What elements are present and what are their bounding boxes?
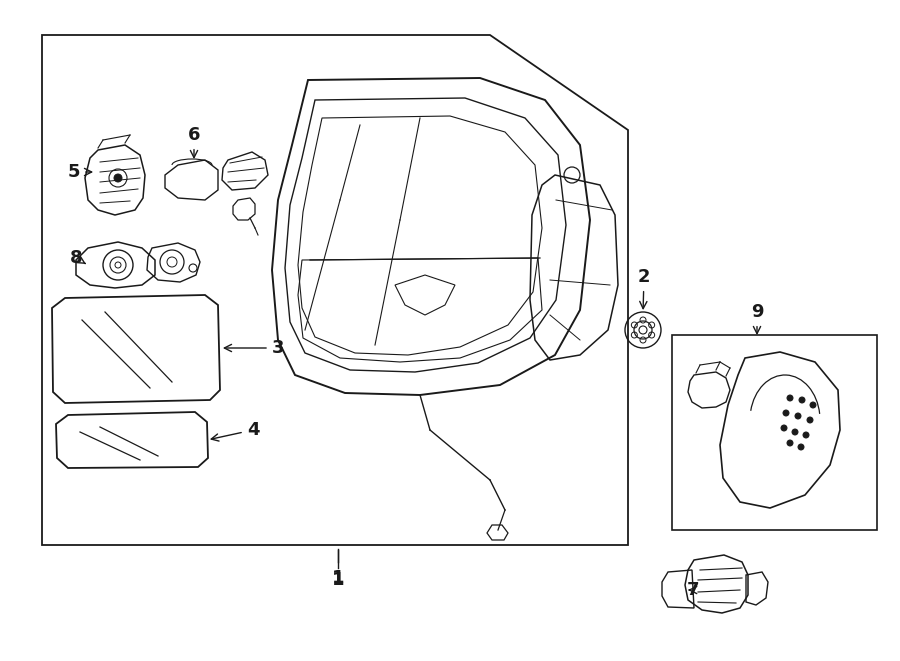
Circle shape bbox=[807, 417, 813, 423]
Circle shape bbox=[803, 432, 809, 438]
Text: 6: 6 bbox=[188, 126, 200, 158]
Text: 9: 9 bbox=[751, 303, 763, 334]
Circle shape bbox=[781, 425, 787, 431]
Polygon shape bbox=[52, 295, 220, 403]
Circle shape bbox=[792, 429, 798, 435]
Circle shape bbox=[799, 397, 805, 403]
Text: 2: 2 bbox=[638, 268, 650, 309]
Text: 3: 3 bbox=[224, 339, 284, 357]
Text: 4: 4 bbox=[212, 421, 259, 441]
Text: 1: 1 bbox=[332, 569, 344, 587]
Text: 8: 8 bbox=[69, 249, 86, 267]
Circle shape bbox=[787, 395, 793, 401]
Circle shape bbox=[795, 413, 801, 419]
Circle shape bbox=[810, 402, 816, 408]
Text: 5: 5 bbox=[68, 163, 92, 181]
Circle shape bbox=[783, 410, 789, 416]
Text: 7: 7 bbox=[687, 581, 699, 599]
Circle shape bbox=[114, 174, 122, 182]
Circle shape bbox=[798, 444, 804, 450]
Polygon shape bbox=[56, 412, 208, 468]
Text: 1: 1 bbox=[332, 571, 344, 589]
Circle shape bbox=[787, 440, 793, 446]
